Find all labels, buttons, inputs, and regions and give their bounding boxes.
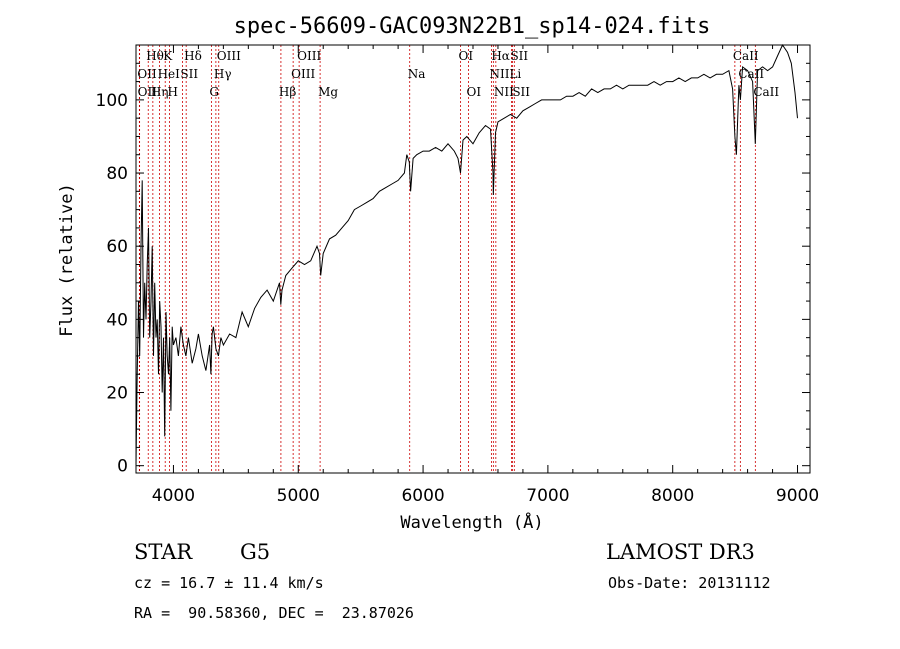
- emission-line-label: OIII: [217, 49, 241, 63]
- y-axis: 0 20 40 60 80 100: [96, 62, 810, 477]
- emission-line-label: Hα: [491, 49, 510, 63]
- y-tick-label: 60: [106, 237, 128, 257]
- plot-frame: [135, 44, 811, 474]
- emission-line-markers: [138, 45, 756, 473]
- emission-line-label: Na: [408, 67, 426, 81]
- emission-line-label: SII: [180, 67, 198, 81]
- emission-line-label: HeI: [158, 67, 181, 81]
- emission-line-label: Hη: [151, 85, 169, 99]
- emission-line-label: OIII: [297, 49, 321, 63]
- emission-line-label: Hγ: [214, 67, 232, 81]
- chart-title: spec-56609-GAC093N22B1_sp14-024.fits: [234, 14, 711, 39]
- emission-line-label: K: [163, 49, 173, 63]
- emission-line-label: OII: [138, 85, 158, 99]
- y-tick-label: 100: [96, 91, 128, 111]
- y-tick-label: 40: [106, 310, 128, 330]
- emission-line-label: CaII: [733, 49, 759, 63]
- coordinates: RA = 90.58360, DEC = 23.87026: [134, 604, 414, 622]
- spectrum-series-line: [135, 43, 798, 466]
- emission-line-label: OI: [459, 49, 474, 63]
- object-subclass: G5: [240, 540, 271, 564]
- emission-line-label: Hδ: [184, 49, 202, 63]
- y-tick-label: 80: [106, 164, 128, 184]
- x-axis: 4000 5000 6000 7000 8000 9000: [152, 45, 819, 506]
- emission-line-label: NII: [489, 67, 509, 81]
- x-tick-label: 9000: [776, 486, 819, 506]
- emission-line-label: NII: [494, 85, 514, 99]
- emission-line-label: SII: [512, 85, 530, 99]
- object-type: STAR: [134, 540, 193, 564]
- emission-line-label: OII: [137, 67, 157, 81]
- x-tick-label: 4000: [152, 486, 195, 506]
- emission-line-label: Hβ: [279, 85, 296, 99]
- x-axis-label: Wavelength (Å): [400, 511, 543, 533]
- y-tick-label: 20: [106, 384, 128, 404]
- emission-line-label: SII: [510, 49, 528, 63]
- x-tick-label: 8000: [651, 486, 694, 506]
- obs-date: Obs-Date: 20131112: [608, 574, 771, 592]
- emission-line-label: Hθ: [146, 49, 164, 63]
- x-tick-label: 6000: [401, 486, 444, 506]
- emission-line-label: Li: [509, 67, 521, 81]
- emission-line-label: OIII: [291, 67, 315, 81]
- emission-line-label: H: [167, 85, 177, 99]
- emission-line-label: OI: [467, 85, 482, 99]
- redshift-text: cz = 16.7 ± 11.4 km/s: [134, 574, 324, 592]
- emission-line-label: Mg: [318, 85, 338, 99]
- y-axis-label: Flux (relative): [57, 183, 77, 337]
- x-tick-label: 7000: [526, 486, 569, 506]
- emission-line-label: CaII: [753, 85, 779, 99]
- emission-line-label: G: [209, 85, 219, 99]
- y-tick-label: 0: [117, 457, 128, 477]
- survey-name: LAMOST DR3: [606, 540, 755, 564]
- x-tick-label: 5000: [277, 486, 320, 506]
